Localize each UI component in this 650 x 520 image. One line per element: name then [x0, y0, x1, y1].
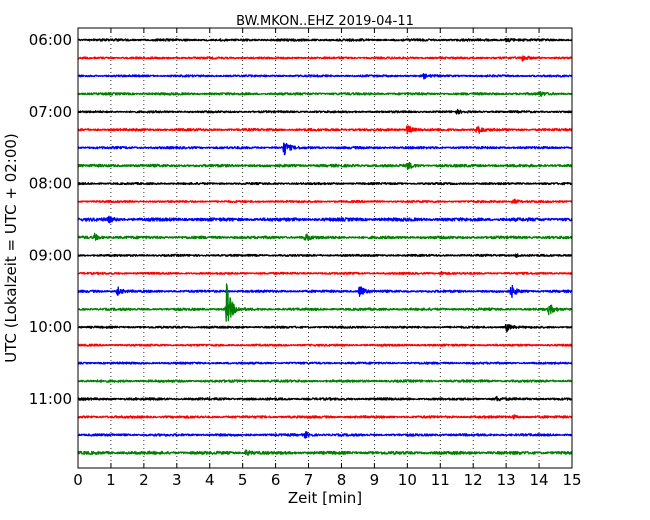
trace-row: [77, 253, 573, 258]
trace-row: [77, 108, 573, 115]
y-tick-label: 09:00: [29, 246, 72, 264]
x-tick-label: 15: [562, 471, 581, 489]
x-tick-label: 4: [205, 471, 215, 489]
x-tick-label: 11: [431, 471, 450, 489]
trace-row: [77, 161, 573, 171]
trace-row: [77, 181, 573, 186]
x-tick-label: 7: [304, 471, 314, 489]
x-tick-label: 0: [73, 471, 83, 489]
trace-row: [77, 414, 573, 420]
x-tick-label: 14: [530, 471, 549, 489]
x-tick-label: 10: [398, 471, 417, 489]
y-tick-label: 11:00: [29, 390, 72, 408]
trace-row: [77, 37, 573, 43]
trace-row: [77, 361, 573, 365]
trace-row: [77, 283, 573, 322]
trace-row: [77, 343, 573, 347]
x-tick-label: 3: [172, 471, 182, 489]
grid-lines: [110, 28, 540, 468]
trace-row: [77, 270, 573, 276]
y-tick-label: 10:00: [29, 318, 72, 336]
trace-row: [77, 215, 573, 224]
trace-row: [77, 142, 573, 156]
plot-frame: [77, 27, 573, 469]
trace-row: [77, 55, 573, 62]
y-tick-label: 08:00: [29, 175, 72, 193]
trace-row: [77, 91, 573, 97]
x-tick-label: 12: [464, 471, 483, 489]
x-tick-label: 2: [139, 471, 149, 489]
x-tick-label: 8: [337, 471, 347, 489]
trace-row: [77, 125, 573, 135]
y-tick-label: 06:00: [29, 31, 72, 49]
y-axis-label: UTC (Lokalzeit = UTC + 02:00): [2, 133, 20, 363]
x-tick-label: 13: [497, 471, 516, 489]
trace-row: [77, 449, 573, 457]
chart-title: BW.MKON..EHZ 2019-04-11: [236, 14, 414, 29]
trace-row: [77, 232, 573, 241]
trace-row: [77, 284, 573, 299]
x-axis-label: Zeit [min]: [288, 489, 362, 507]
trace-row: [77, 430, 573, 439]
trace-row: [77, 198, 573, 205]
trace-row: [77, 73, 573, 80]
seismic-traces: [77, 37, 573, 457]
x-tick-label: 9: [370, 471, 380, 489]
x-tick-label: 1: [106, 471, 116, 489]
trace-row: [77, 323, 573, 333]
x-axis-ticks: 0 1 2 3 4 5 6 7 8 9 10 11 12 13 14 15: [73, 28, 582, 489]
y-tick-label: 07:00: [29, 103, 72, 121]
y-axis-ticks: 06:00 07:00 08:00 09:00 10:00 11:00: [29, 31, 572, 408]
trace-row: [77, 395, 573, 402]
trace-row: [77, 379, 573, 383]
x-tick-label: 6: [271, 471, 281, 489]
x-tick-label: 5: [238, 471, 248, 489]
